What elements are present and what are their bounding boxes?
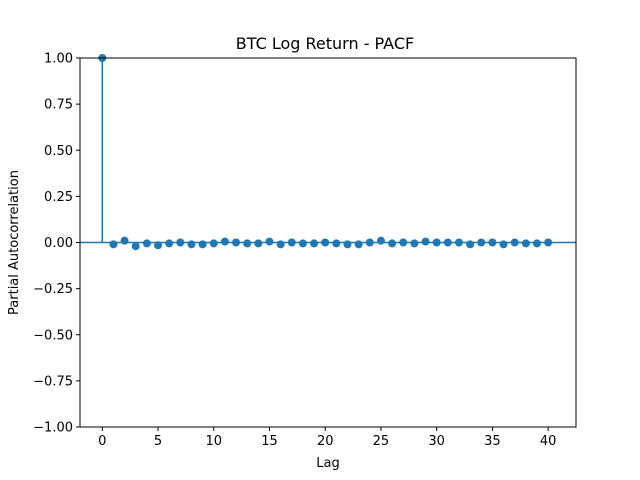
- x-tick-label: 5: [154, 434, 162, 449]
- pacf-point: [276, 240, 285, 249]
- y-tick-label: 0.25: [44, 190, 73, 205]
- pacf-point: [466, 240, 475, 249]
- pacf-point: [365, 238, 374, 247]
- pacf-point: [376, 236, 385, 245]
- pacf-point: [187, 240, 196, 249]
- pacf-point: [198, 240, 207, 249]
- pacf-point: [243, 239, 252, 248]
- pacf-point: [220, 237, 229, 246]
- pacf-point: [421, 237, 430, 246]
- pacf-point: [109, 240, 118, 249]
- y-tick-label: 0.50: [44, 144, 73, 159]
- pacf-point: [454, 238, 463, 247]
- pacf-point: [209, 239, 218, 248]
- pacf-point: [165, 239, 174, 248]
- pacf-point: [232, 238, 241, 247]
- y-axis-label: Partial Autocorrelation: [7, 170, 22, 315]
- pacf-point: [298, 239, 307, 248]
- x-tick-label: 10: [205, 434, 222, 449]
- pacf-point: [410, 239, 419, 248]
- x-tick-label: 40: [540, 434, 557, 449]
- pacf-point: [131, 242, 140, 251]
- pacf-point: [532, 239, 541, 248]
- pacf-point: [154, 241, 163, 250]
- ticks-layer: 0 5 10 15 20 25 30 35 40 1.00 0.75 0.50 0.25 0.00 −0.2…: [33, 52, 556, 450]
- x-tick-label: 25: [373, 434, 390, 449]
- y-tick-label: −1.00: [33, 421, 73, 436]
- pacf-point: [254, 239, 263, 248]
- pacf-point: [265, 237, 274, 246]
- y-tick-label: −0.25: [33, 282, 73, 297]
- pacf-point: [142, 239, 151, 248]
- pacf-point: [399, 238, 408, 247]
- y-tick-label: 0.00: [44, 236, 73, 251]
- x-axis-label: Lag: [316, 456, 339, 471]
- pacf-point: [499, 240, 508, 249]
- pacf-point: [388, 239, 397, 248]
- x-tick-label: 0: [98, 434, 106, 449]
- y-tick-label: −0.50: [33, 328, 73, 343]
- pacf-point: [432, 238, 441, 247]
- y-tick-label: −0.75: [33, 374, 73, 389]
- pacf-point: [354, 240, 363, 249]
- pacf-point: [332, 239, 341, 248]
- x-tick-label: 35: [484, 434, 501, 449]
- pacf-point: [477, 238, 486, 247]
- chart-title: BTC Log Return - PACF: [236, 34, 414, 53]
- x-tick-label: 20: [317, 434, 334, 449]
- pacf-point: [120, 236, 129, 245]
- pacf-point: [321, 238, 330, 247]
- pacf-point: [343, 240, 352, 249]
- pacf-point: [544, 238, 553, 247]
- pacf-point: [310, 239, 319, 248]
- pacf-point: [287, 238, 296, 247]
- marks-layer: [80, 54, 576, 251]
- plot-frame: [79, 57, 577, 428]
- pacf-point: [443, 238, 452, 247]
- x-tick-label: 15: [261, 434, 278, 449]
- pacf-point: [510, 238, 519, 247]
- y-tick-label: 0.75: [44, 98, 73, 113]
- pacf-point: [521, 239, 530, 248]
- x-tick-label: 30: [428, 434, 445, 449]
- pacf-point: [488, 238, 497, 247]
- pacf-point: [176, 238, 185, 247]
- y-tick-label: 1.00: [44, 52, 73, 67]
